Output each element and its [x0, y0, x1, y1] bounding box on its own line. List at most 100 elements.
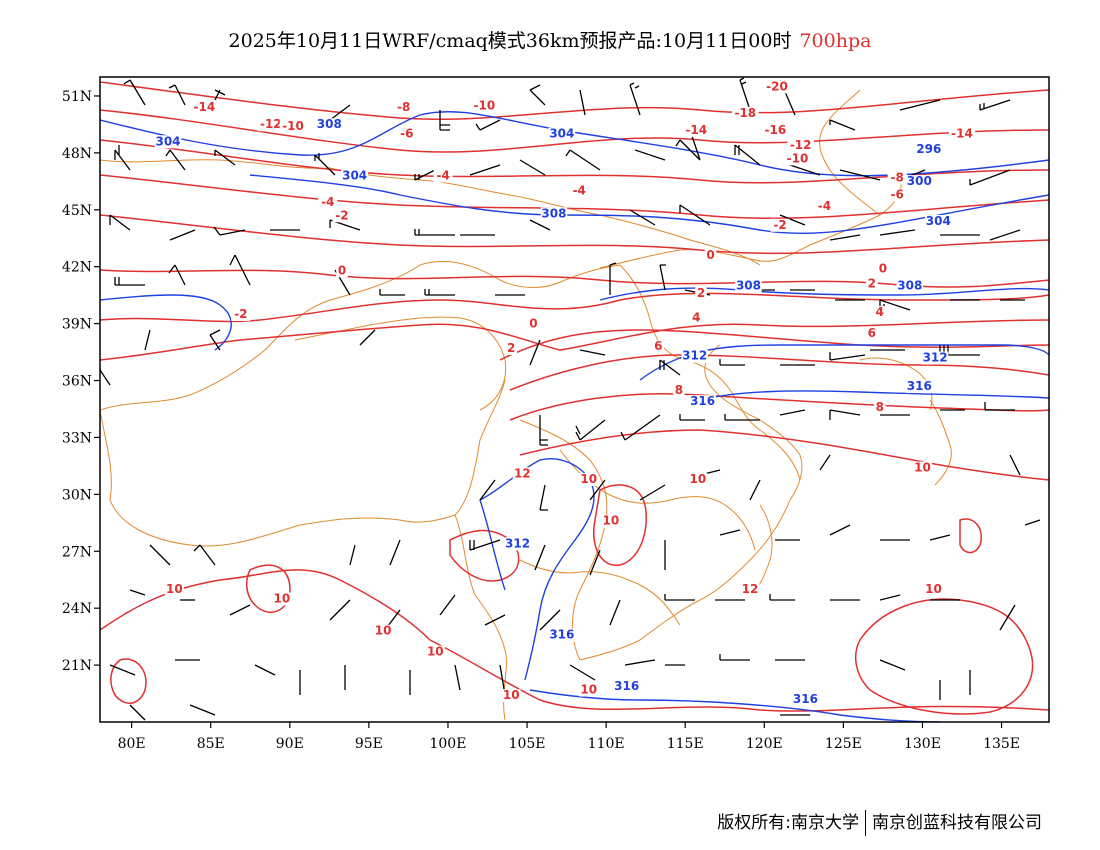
contour-label: -4 [321, 195, 334, 209]
contour-label-bg [784, 152, 811, 166]
contour-label: 4 [692, 311, 700, 325]
contour-label: 308 [897, 278, 922, 292]
contour-label: -16 [765, 123, 787, 137]
x-tick-label: 80E [118, 736, 146, 752]
contour-label-bg [164, 583, 184, 596]
contour-label-bg [231, 307, 251, 321]
x-tick-label: 115E [667, 736, 704, 752]
contour-label: -2 [773, 218, 786, 232]
contour-label-bg [540, 207, 568, 221]
contour-label-bg [695, 287, 707, 301]
contour-label: -18 [734, 106, 756, 120]
contour-label-bg [318, 196, 338, 209]
contour-label: -12 [790, 138, 812, 152]
contour-label: 300 [907, 174, 932, 188]
y-tick-label: 30N [62, 487, 92, 503]
contour-label-bg [425, 645, 445, 659]
contour-label: 10 [914, 461, 931, 475]
contour-label-bg [341, 169, 368, 183]
contour-label-bg [601, 514, 621, 528]
contour-label-bg [896, 279, 924, 293]
contour-label: -10 [282, 119, 304, 133]
contour-label: 10 [427, 645, 444, 659]
contour-label-bg [652, 340, 665, 354]
contour-label-bg [866, 326, 878, 340]
contour-label: 0 [529, 316, 537, 330]
contour-label-bg [740, 583, 760, 596]
contour-label: 2 [868, 277, 876, 291]
contour-label: 2 [697, 286, 705, 300]
contour-label-bg [154, 135, 182, 149]
x-tick-label: 120E [746, 736, 783, 752]
contour-label-bg [397, 127, 417, 141]
x-tick-label: 85E [197, 736, 225, 752]
title-main: 2025年10月11日WRF/cmaq模式36km预报产品:10月11日00时 [228, 30, 792, 52]
contour-label-bg [770, 218, 790, 232]
x-tick-label: 135E [983, 736, 1020, 752]
contour-label-bg [924, 583, 944, 596]
contour-label-bg [762, 123, 789, 137]
contour-label: -14 [951, 127, 973, 141]
contour-label-bg [471, 99, 498, 113]
contour-label: 10 [925, 582, 942, 596]
contour-label-bg [257, 118, 285, 132]
contour-label: 316 [614, 679, 639, 693]
contour-label-bg [505, 342, 517, 356]
contour-label-bg [874, 306, 886, 320]
contour-label: 12 [742, 582, 759, 596]
contour-label-bg [925, 214, 952, 228]
contour-label: -14 [194, 100, 216, 114]
contour-label-bg [704, 249, 717, 263]
contour-label-bg [688, 472, 708, 486]
contour-label: -10 [787, 151, 809, 165]
contour-label-bg [906, 380, 933, 394]
contour-label-bg [548, 127, 576, 141]
y-tick-label: 39N [62, 317, 92, 333]
contour-label: 8 [876, 400, 884, 414]
contour-label-bg [613, 679, 640, 693]
contour-label: 316 [690, 394, 715, 408]
contour-label-bg [763, 80, 791, 94]
contour-label-bg [732, 106, 759, 120]
contour-label: 6 [654, 339, 662, 353]
contour-label-bg [336, 264, 348, 278]
contour-label: 304 [549, 127, 574, 141]
contour-label: 0 [879, 261, 887, 275]
contour-label-bg [887, 188, 907, 202]
contour-label: 0 [706, 248, 714, 262]
contour-label: 4 [876, 305, 884, 319]
contour-label-bg [673, 383, 685, 397]
contour-label: 8 [675, 383, 683, 397]
contour-label: -8 [397, 100, 410, 114]
contour-label-bg [579, 683, 599, 697]
contour-label-bg [683, 123, 710, 137]
plot-frame [99, 76, 1050, 723]
contour-label: 0 [338, 263, 346, 277]
contour-label: 12 [514, 466, 531, 480]
contour-label: -2 [335, 208, 348, 222]
contour-label: 10 [274, 591, 291, 605]
contour-label-bg [501, 689, 521, 703]
contour-label-bg [504, 537, 531, 551]
contour-label: 312 [505, 536, 530, 550]
contour-label-bg [433, 169, 453, 183]
contour-label: 10 [580, 683, 597, 697]
y-tick-label: 48N [62, 146, 92, 162]
contour-label: 10 [166, 582, 183, 596]
x-tick-label: 110E [588, 736, 625, 752]
contour-label: -20 [766, 79, 788, 93]
contour-label-bg [373, 624, 393, 638]
wind-barbs [100, 77, 1041, 721]
contour-label-bg [579, 472, 599, 486]
contour-label: 2 [507, 341, 515, 355]
contour-label-bg [512, 467, 532, 481]
contour-label-bg [915, 142, 943, 156]
copyright-text: 版权所有:南京大学 [717, 813, 859, 833]
y-axis: 51N 48N 45N 42N 39N 36N 33N 30N 27N 24N 21N [62, 89, 100, 674]
contour-label: 312 [923, 351, 948, 365]
contour-label: -14 [685, 123, 707, 137]
contour-label: 308 [541, 206, 566, 220]
contour-label-bg [887, 171, 907, 185]
contour-label-bg [279, 120, 307, 134]
contour-label: 10 [603, 514, 620, 528]
